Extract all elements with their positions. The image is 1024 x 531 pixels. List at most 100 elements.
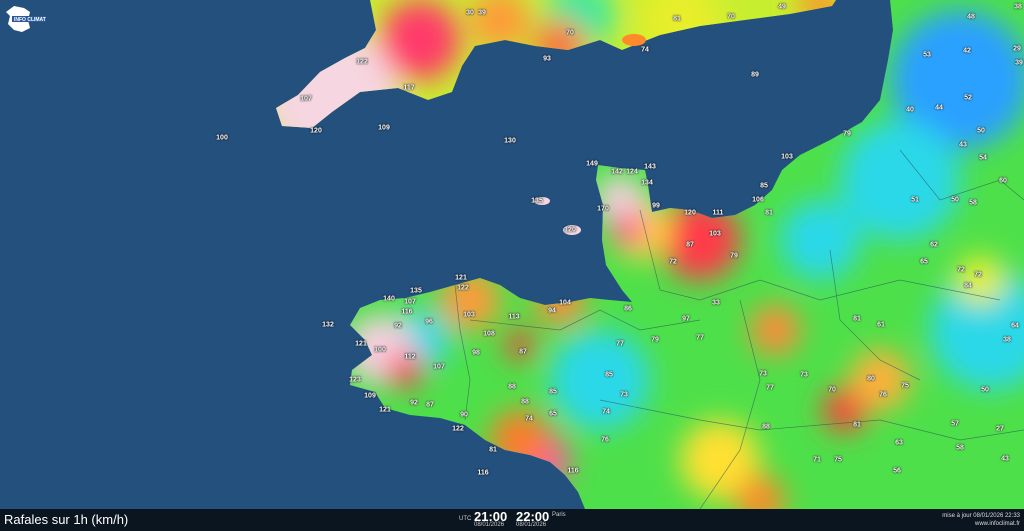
station-value: 74 (602, 408, 610, 416)
station-value: 50 (977, 127, 985, 135)
station-value: 97 (682, 315, 690, 323)
footer-bar: Rafales sur 1h (km/h) UTC 21:00 08/01/20… (0, 509, 1024, 531)
station-value: 116 (401, 308, 413, 316)
station-value: 116 (567, 467, 579, 475)
station-value: 87 (519, 348, 527, 356)
site-link[interactable]: www.infoclimat.fr (974, 521, 1020, 527)
station-value: 77 (696, 334, 704, 342)
station-value: 88 (521, 398, 529, 406)
station-value: 130 (504, 137, 516, 145)
local-date: 08/01/2026 (516, 522, 547, 528)
station-value: 77 (766, 384, 774, 392)
station-value: 122 (457, 284, 469, 292)
station-value: 116 (477, 469, 489, 477)
station-value: 74 (525, 415, 533, 423)
station-value: 142 (611, 168, 623, 176)
station-value: 81 (853, 315, 861, 323)
station-value: 73 (800, 371, 808, 379)
station-value: 108 (483, 330, 495, 338)
guernsey-island (534, 197, 550, 205)
station-value: 100 (216, 134, 228, 142)
station-value: 121 (455, 274, 467, 282)
station-value: 54 (979, 154, 987, 162)
region-borders (454, 149, 1024, 509)
station-value: 120 (310, 127, 322, 135)
station-value: 117 (403, 84, 415, 92)
station-value: 38 (1014, 3, 1022, 11)
station-value: 38 (1003, 336, 1011, 344)
station-value: 63 (895, 439, 903, 447)
station-value: 100 (374, 346, 386, 354)
station-value: 72 (957, 266, 965, 274)
station-value: 88 (762, 423, 770, 431)
station-value: 123 (349, 376, 361, 384)
station-value: 94 (548, 307, 556, 315)
station-value: 111 (712, 209, 724, 217)
station-value: 103 (463, 311, 475, 319)
station-value: 135 (531, 197, 543, 205)
station-value: 103 (781, 153, 793, 161)
station-value: 43 (959, 141, 967, 149)
station-value: 40 (906, 106, 914, 114)
station-value: 71 (813, 456, 821, 464)
station-value: 65 (920, 258, 928, 266)
station-value: 99 (652, 202, 660, 210)
station-value: 49 (778, 3, 786, 11)
station-value: 85 (605, 371, 613, 379)
station-value: 73 (759, 370, 767, 378)
station-value: 121 (355, 340, 367, 348)
station-value: 30 (466, 9, 474, 17)
station-value: 61 (877, 321, 885, 329)
station-value: 86 (624, 305, 632, 313)
station-value: 57 (951, 420, 959, 428)
station-value: 39 (478, 9, 486, 17)
station-value: 53 (923, 51, 931, 59)
utc-time: 21:00 (474, 509, 508, 524)
local-time: 22:00 (516, 509, 550, 524)
station-value: 48 (967, 13, 975, 21)
station-value: 70 (828, 386, 836, 394)
station-value: 170 (597, 205, 609, 213)
station-value: 87 (426, 401, 434, 409)
update-time: mise à jour 08/01/2026 22:33 (942, 513, 1020, 519)
station-value: 43 (1001, 455, 1009, 463)
station-value: 79 (730, 252, 738, 260)
station-value: 109 (378, 124, 390, 132)
station-value: 81 (765, 209, 773, 217)
station-value: 109 (364, 392, 376, 400)
station-value: 79 (651, 336, 659, 344)
station-value: 98 (472, 349, 480, 357)
station-value: 90 (460, 411, 468, 419)
station-value: 76 (879, 391, 887, 399)
station-value: 107 (404, 298, 416, 306)
station-value: 113 (508, 313, 520, 321)
station-value: 64 (1011, 322, 1019, 330)
station-value: 92 (410, 399, 418, 407)
station-value: 106 (752, 196, 764, 204)
station-value: 52 (964, 94, 972, 102)
update-info: mise à jour 08/01/2026 22:33 www.infocli… (942, 512, 1020, 528)
station-value: 70 (727, 13, 735, 21)
station-value: 80 (867, 375, 875, 383)
wind-gust-map[interactable] (0, 0, 1024, 509)
station-value: 85 (760, 182, 768, 190)
station-value: 51 (911, 196, 919, 204)
station-value: 88 (508, 383, 516, 391)
station-value: 27 (996, 425, 1004, 433)
station-value: 121 (379, 406, 391, 414)
station-value: 50 (951, 196, 959, 204)
station-value: 85 (549, 388, 557, 396)
station-value: 135 (410, 287, 422, 295)
station-value: 92 (394, 322, 402, 330)
station-value: 120 (684, 209, 696, 217)
station-value: 96 (425, 318, 433, 326)
station-value: 56 (893, 467, 901, 475)
station-value: 62 (930, 241, 938, 249)
station-value: 132 (322, 321, 334, 329)
station-value: 84 (964, 282, 972, 290)
station-value: 58 (969, 199, 977, 207)
station-value: 39 (1015, 59, 1023, 67)
station-value: 93 (543, 55, 551, 63)
jersey-island (563, 225, 581, 235)
station-value: 81 (673, 15, 681, 23)
